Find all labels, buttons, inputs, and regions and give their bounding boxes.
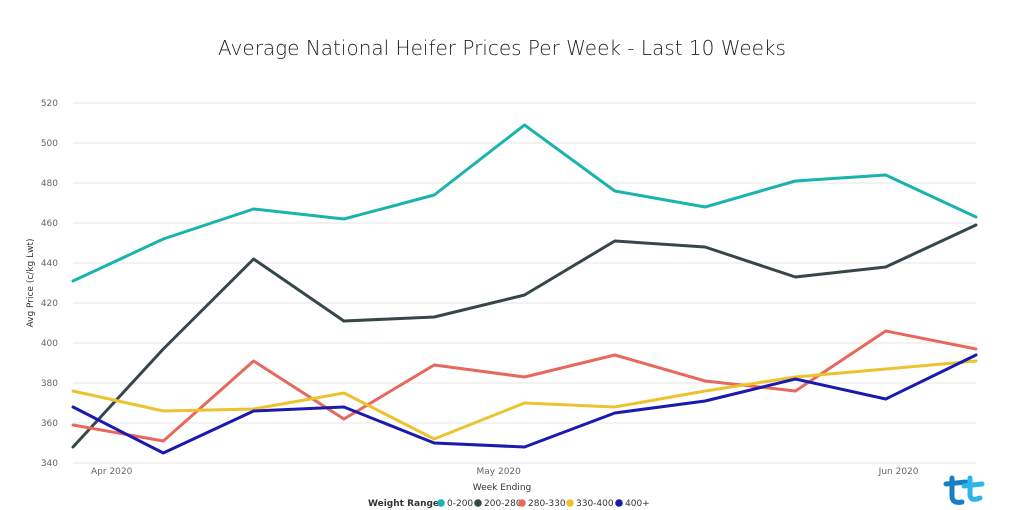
y-axis-label: Avg Price (c/kg Lwt) (26, 238, 36, 327)
y-tick-label: 380 (41, 379, 58, 389)
legend-marker (518, 499, 526, 507)
legend-marker (566, 499, 574, 507)
y-tick-label: 500 (41, 139, 58, 149)
logo-stroke-d (961, 481, 985, 489)
x-axis-ticks: Apr 2020 May 2020 Jun 2020 (91, 467, 919, 477)
legend-marker (437, 499, 445, 507)
series-line-330-400 (71, 359, 978, 441)
legend-label: 0-200 (447, 499, 473, 509)
legend-label: 330-400 (576, 499, 614, 509)
y-tick-label: 520 (41, 99, 58, 109)
legend-marker (474, 499, 482, 507)
series-line-0-200 (71, 123, 978, 283)
logo-stroke-c (967, 475, 983, 502)
series-line-400+ (71, 353, 978, 455)
y-tick-label: 480 (41, 179, 58, 189)
series-line-280-330 (71, 329, 978, 443)
y-tick-label: 420 (41, 299, 58, 309)
x-tick-label: Jun 2020 (878, 467, 919, 477)
x-tick-label: May 2020 (477, 467, 522, 477)
brand-logo (943, 475, 985, 505)
y-axis-ticks: 340 360 380 400 420 440 460 480 500 520 (41, 99, 58, 469)
legend-marker (615, 499, 623, 507)
legend-title: Weight Range (368, 499, 439, 509)
y-tick-label: 460 (41, 219, 58, 229)
logo-stroke-b (943, 479, 969, 487)
logo-stroke-a (949, 475, 965, 505)
y-tick-label: 340 (41, 459, 58, 469)
grid-lines (73, 102, 976, 464)
series-line-200-280 (71, 223, 978, 449)
legend-label: 280-330 (528, 499, 566, 509)
x-axis-label: Week Ending (473, 483, 532, 493)
series-lines (71, 123, 978, 455)
legend-label: 200-280 (484, 499, 522, 509)
legend-label: 400+ (625, 499, 650, 509)
legend: Weight Range 0-200 200-280 280-330 330-400 4… (368, 499, 650, 509)
x-tick-label: Apr 2020 (91, 467, 133, 477)
y-tick-label: 400 (41, 339, 58, 349)
chart-title: Average National Heifer Prices Per Week … (218, 36, 786, 60)
y-tick-label: 360 (41, 419, 58, 429)
y-tick-label: 440 (41, 259, 58, 269)
